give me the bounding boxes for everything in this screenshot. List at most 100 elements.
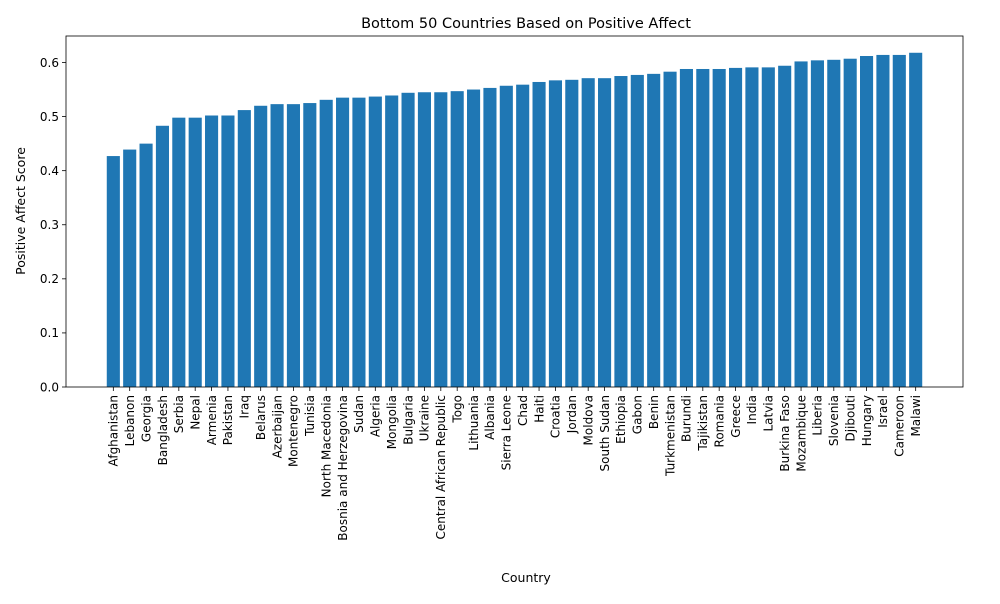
bar-azerbaijan — [270, 104, 284, 387]
bar-jordan — [565, 79, 579, 387]
x-tick-label: Lithuania — [467, 395, 481, 451]
x-tick-label: Bosnia and Herzegovina — [336, 395, 350, 541]
y-tick-label: 0.4 — [40, 164, 59, 178]
y-tick-label: 0.5 — [40, 110, 59, 124]
x-tick-label: Tajikistan — [696, 395, 710, 452]
bar-djibouti — [843, 58, 857, 388]
y-axis-ticks: 0.0 0.1 0.2 0.3 0.4 0.5 0.6 — [40, 56, 66, 394]
x-tick-label: Afghanistan — [107, 395, 121, 466]
axes-frame — [65, 35, 964, 388]
bar-israel — [876, 54, 890, 388]
bar-haiti — [532, 81, 546, 387]
bar-bangladesh — [155, 125, 169, 387]
bar-burkina-faso — [778, 65, 792, 387]
x-tick-label: Togo — [450, 395, 464, 424]
bar-afghanistan — [106, 156, 120, 387]
bar-lithuania — [467, 89, 481, 387]
x-tick-label: Burkina Faso — [778, 395, 792, 472]
bar-moldova — [581, 78, 595, 388]
bar-slovenia — [827, 59, 841, 388]
x-tick-label: Bangladesh — [156, 395, 170, 465]
bar-latvia — [761, 67, 775, 388]
bar-tunisia — [303, 103, 317, 387]
bar-serbia — [172, 117, 186, 388]
x-tick-label: Armenia — [205, 395, 219, 445]
bar-algeria — [368, 96, 382, 387]
plot-frame — [65, 35, 964, 388]
bar-armenia — [205, 115, 219, 387]
bar-ethiopia — [614, 76, 628, 388]
bar-croatia — [548, 80, 562, 387]
bar-central-african-republic — [434, 92, 448, 387]
x-tick-label: Haiti — [532, 395, 546, 423]
x-tick-label: Pakistan — [221, 395, 235, 445]
x-tick-label: Lebanon — [123, 395, 137, 446]
bar-pakistan — [221, 115, 235, 387]
bar-cameroon — [892, 54, 906, 388]
x-tick-label: Algeria — [369, 395, 383, 437]
x-tick-label: Cameroon — [893, 395, 907, 457]
bar-sierra-leone — [499, 85, 513, 387]
x-tick-label: Azerbaijan — [270, 395, 284, 458]
bar-montenegro — [286, 104, 300, 387]
x-tick-label: Ethiopia — [614, 395, 628, 444]
bar-hungary — [860, 56, 874, 387]
x-tick-label: Albania — [483, 395, 497, 440]
x-tick-label: Benin — [647, 395, 661, 429]
x-tick-label: Belarus — [254, 395, 268, 440]
bar-albania — [483, 87, 497, 388]
x-tick-label: Gabon — [631, 395, 645, 434]
bar-north-macedonia — [319, 99, 333, 387]
x-tick-label: Tunisia — [303, 395, 317, 437]
x-tick-label: Turkmenistan — [663, 395, 677, 477]
x-tick-label: Ukraine — [418, 395, 432, 441]
x-tick-label: Georgia — [139, 395, 153, 442]
bar-sudan — [352, 97, 366, 388]
y-tick-label: 0.0 — [40, 380, 59, 394]
bar-turkmenistan — [663, 71, 677, 387]
x-tick-label: North Macedonia — [319, 395, 333, 497]
bar-romania — [712, 68, 726, 388]
x-tick-label: Sierra Leone — [500, 395, 514, 470]
bar-india — [745, 67, 759, 388]
bar-south-sudan — [598, 78, 612, 388]
bar-chad — [516, 84, 530, 388]
x-tick-label: Bulgaria — [401, 395, 415, 445]
bar-liberia — [810, 60, 824, 388]
x-tick-label: Nepal — [189, 395, 203, 430]
bar-mongolia — [385, 95, 399, 388]
x-tick-label: Iraq — [238, 395, 252, 418]
bar-iraq — [237, 110, 251, 387]
x-tick-label: Hungary — [860, 395, 874, 446]
chart-title: Bottom 50 Countries Based on Positive Af… — [361, 16, 691, 32]
y-axis-label: Positive Affect Score — [13, 147, 28, 275]
x-tick-label: Serbia — [172, 395, 186, 433]
bars-group — [106, 52, 923, 388]
x-tick-label: Central African Republic — [434, 395, 448, 539]
bar-ukraine — [417, 92, 431, 387]
bar-burundi — [679, 68, 693, 388]
bar-bosnia-and-herzegovina — [336, 97, 350, 388]
bar-bulgaria — [401, 92, 415, 387]
x-tick-label: Liberia — [811, 395, 825, 436]
x-tick-label: Greece — [729, 395, 743, 438]
bar-lebanon — [123, 149, 137, 387]
bar-belarus — [254, 105, 268, 388]
x-tick-label: Mongolia — [385, 395, 399, 449]
bar-mozambique — [794, 61, 808, 388]
x-tick-label: Chad — [516, 395, 530, 426]
x-tick-label: Sudan — [352, 395, 366, 433]
x-axis-label: Country — [501, 570, 551, 585]
x-tick-label: Malawi — [909, 395, 923, 437]
x-tick-label: Israel — [876, 395, 890, 428]
y-tick-label: 0.6 — [40, 56, 59, 70]
x-tick-label: Jordan — [565, 395, 579, 434]
bar-benin — [647, 73, 661, 388]
bar-greece — [729, 67, 743, 387]
x-tick-label: Montenegro — [287, 395, 301, 467]
y-tick-label: 0.3 — [40, 218, 59, 232]
x-tick-label: Romania — [712, 395, 726, 447]
x-tick-label: India — [745, 395, 759, 424]
